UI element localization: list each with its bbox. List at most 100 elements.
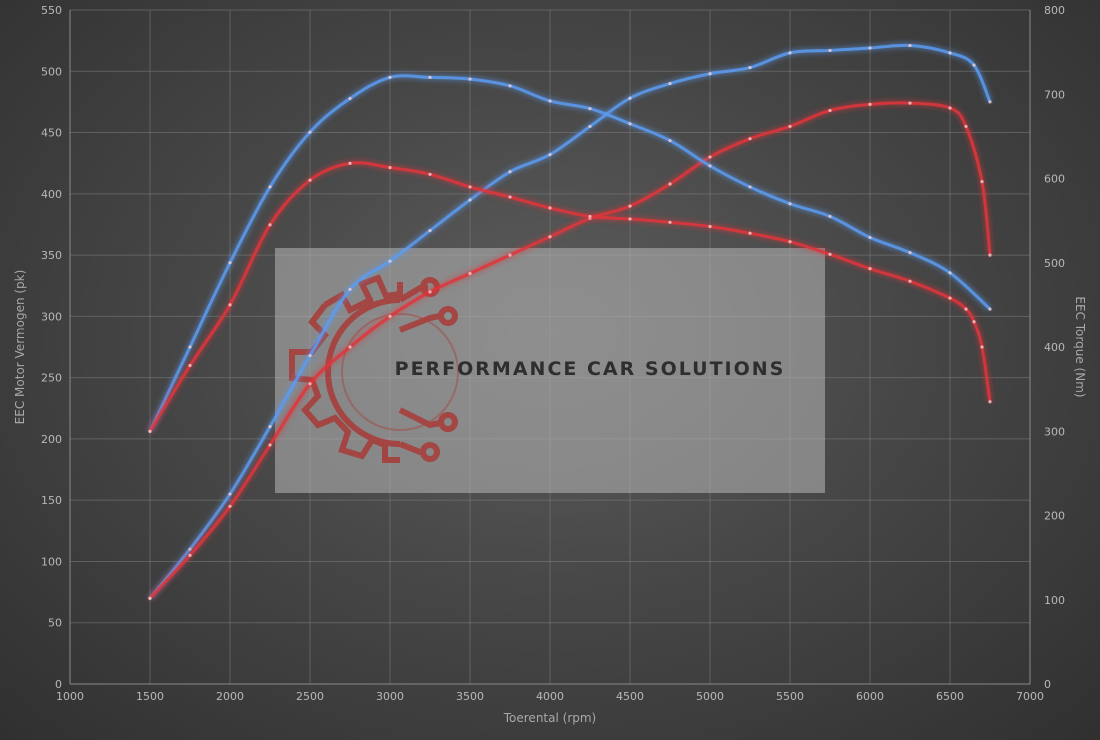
y-tick-label: 350 bbox=[41, 249, 62, 262]
data-point bbox=[348, 287, 352, 292]
y2-axis-title: EEC Torque (Nm) bbox=[1073, 296, 1087, 397]
data-point bbox=[868, 235, 872, 240]
series-line bbox=[148, 43, 992, 600]
data-point bbox=[708, 224, 712, 229]
data-point bbox=[980, 345, 984, 349]
data-point bbox=[468, 198, 472, 202]
x-tick-label: 2500 bbox=[296, 690, 324, 703]
y2-tick-label: 400 bbox=[1044, 341, 1065, 354]
data-point bbox=[428, 228, 432, 233]
data-point bbox=[788, 240, 792, 244]
data-point bbox=[668, 138, 672, 143]
data-point bbox=[628, 204, 632, 208]
data-point bbox=[588, 124, 592, 129]
data-point bbox=[988, 100, 992, 104]
x-tick-label: 5000 bbox=[696, 690, 724, 703]
data-point bbox=[588, 106, 592, 111]
y2-tick-label: 600 bbox=[1044, 173, 1065, 186]
data-point bbox=[988, 400, 992, 404]
x-tick-label: 6500 bbox=[936, 690, 964, 703]
data-point bbox=[308, 353, 312, 358]
data-point bbox=[988, 307, 992, 311]
data-point bbox=[228, 492, 232, 496]
data-point bbox=[548, 235, 552, 239]
data-point bbox=[908, 43, 912, 48]
x-tick-label: 3500 bbox=[456, 690, 484, 703]
data-point bbox=[188, 345, 192, 349]
data-point bbox=[868, 46, 872, 50]
data-point bbox=[748, 65, 752, 70]
y2-tick-label: 800 bbox=[1044, 4, 1065, 17]
series-3 bbox=[148, 161, 992, 433]
data-point bbox=[348, 345, 352, 349]
x-tick-label: 7000 bbox=[1016, 690, 1044, 703]
data-point bbox=[708, 72, 712, 76]
x-tick-label: 4000 bbox=[536, 690, 564, 703]
data-point bbox=[468, 271, 472, 276]
data-point bbox=[980, 179, 984, 184]
data-point bbox=[508, 195, 512, 199]
data-point bbox=[268, 185, 272, 189]
data-point bbox=[388, 75, 392, 79]
data-point bbox=[468, 185, 472, 189]
data-point bbox=[308, 178, 312, 182]
series-line bbox=[148, 101, 992, 600]
data-point bbox=[588, 214, 592, 219]
x-axis-title: Toerental (rpm) bbox=[503, 711, 596, 725]
data-point bbox=[228, 504, 232, 508]
data-point bbox=[708, 155, 712, 159]
data-point bbox=[468, 77, 472, 81]
y-tick-label: 500 bbox=[41, 65, 62, 78]
x-tick-label: 1000 bbox=[56, 690, 84, 703]
data-point bbox=[668, 220, 672, 224]
data-point bbox=[388, 314, 392, 318]
data-point bbox=[308, 130, 312, 134]
y2-tick-label: 500 bbox=[1044, 257, 1065, 270]
data-point bbox=[972, 320, 976, 324]
y-tick-label: 250 bbox=[41, 372, 62, 385]
data-point bbox=[988, 253, 992, 257]
data-point bbox=[868, 267, 872, 271]
y-axis-title: EEC Motor Vermogen (pk) bbox=[13, 270, 27, 425]
x-tick-label: 2000 bbox=[216, 690, 244, 703]
axes: 1000 1500 2000 2500 3000 3500 4000 4500 5000 5500… bbox=[13, 4, 1087, 725]
data-point bbox=[788, 202, 792, 206]
watermark-text: PERFORMANCE CAR SOLUTIONS bbox=[395, 358, 786, 380]
data-point bbox=[948, 106, 952, 110]
data-point bbox=[828, 48, 832, 53]
data-point bbox=[748, 231, 752, 235]
series bbox=[148, 43, 992, 600]
y2-tick-label: 0 bbox=[1044, 678, 1051, 691]
y2-tick-label: 200 bbox=[1044, 510, 1065, 523]
data-point bbox=[908, 279, 912, 283]
x-tick-label: 6000 bbox=[856, 690, 884, 703]
data-point bbox=[748, 137, 752, 141]
data-point bbox=[148, 429, 152, 433]
data-point bbox=[188, 553, 192, 557]
data-point bbox=[964, 124, 968, 129]
y-tick-label: 100 bbox=[41, 555, 62, 568]
data-point bbox=[908, 251, 912, 255]
x-tick-label: 1500 bbox=[136, 690, 164, 703]
data-point bbox=[188, 363, 192, 368]
x-tick-label: 5500 bbox=[776, 690, 804, 703]
y-tick-label: 300 bbox=[41, 310, 62, 323]
data-point bbox=[708, 164, 712, 168]
data-point bbox=[828, 108, 832, 113]
data-point bbox=[788, 124, 792, 129]
data-point bbox=[948, 296, 952, 300]
data-point bbox=[964, 307, 968, 311]
data-point bbox=[228, 303, 232, 307]
y-tick-label: 550 bbox=[41, 4, 62, 17]
data-point bbox=[268, 223, 272, 227]
data-point bbox=[428, 75, 432, 79]
y-tick-label: 400 bbox=[41, 188, 62, 201]
data-point bbox=[428, 172, 432, 176]
data-point bbox=[948, 51, 952, 55]
data-point bbox=[748, 185, 752, 189]
y-tick-label: 50 bbox=[48, 617, 62, 630]
data-point bbox=[788, 51, 792, 55]
data-point bbox=[668, 81, 672, 86]
data-point bbox=[508, 84, 512, 88]
